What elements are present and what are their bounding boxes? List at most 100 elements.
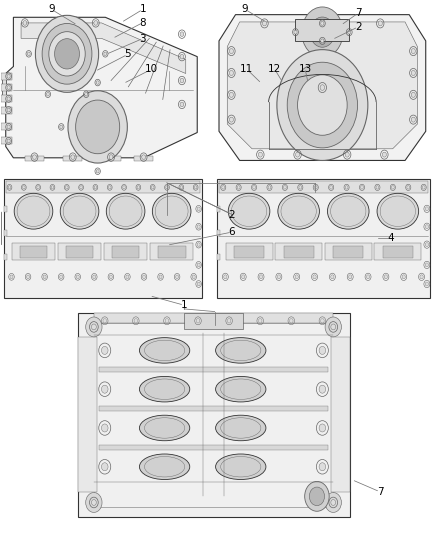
Ellipse shape	[215, 454, 266, 480]
Bar	[1, 107, 12, 114]
Bar	[1, 95, 12, 102]
Bar	[78, 337, 97, 492]
Circle shape	[197, 207, 200, 211]
Circle shape	[159, 275, 162, 279]
Circle shape	[325, 492, 341, 512]
Ellipse shape	[278, 193, 319, 229]
Circle shape	[104, 52, 107, 55]
Circle shape	[51, 186, 54, 189]
Circle shape	[367, 275, 370, 279]
Circle shape	[60, 275, 63, 279]
Circle shape	[253, 185, 255, 189]
Circle shape	[92, 324, 96, 330]
Circle shape	[86, 317, 102, 337]
Circle shape	[345, 185, 348, 189]
Bar	[226, 244, 272, 260]
Bar	[99, 445, 328, 450]
Bar	[4, 206, 7, 212]
Circle shape	[7, 139, 10, 143]
Circle shape	[259, 275, 263, 279]
Circle shape	[43, 275, 46, 279]
Circle shape	[407, 185, 410, 189]
Text: 6: 6	[229, 227, 235, 237]
Circle shape	[7, 125, 10, 129]
Circle shape	[7, 97, 10, 101]
Text: 1: 1	[140, 4, 146, 14]
Circle shape	[76, 275, 79, 279]
Bar	[331, 337, 350, 492]
Ellipse shape	[139, 376, 190, 402]
Circle shape	[296, 152, 300, 157]
Circle shape	[411, 117, 415, 122]
Circle shape	[331, 499, 336, 505]
Circle shape	[294, 30, 297, 34]
Circle shape	[320, 85, 325, 90]
Circle shape	[142, 155, 145, 159]
Bar	[66, 246, 93, 258]
Bar	[150, 244, 194, 260]
Text: 9: 9	[48, 4, 55, 14]
Ellipse shape	[328, 193, 369, 229]
Bar	[20, 246, 47, 258]
Circle shape	[22, 186, 25, 189]
Circle shape	[310, 17, 335, 47]
Bar	[12, 244, 55, 260]
Bar	[134, 156, 153, 160]
Circle shape	[331, 324, 336, 330]
Circle shape	[49, 31, 85, 76]
Text: 8: 8	[140, 18, 146, 28]
Circle shape	[384, 275, 388, 279]
Ellipse shape	[215, 415, 266, 441]
Bar	[217, 254, 220, 260]
Polygon shape	[219, 14, 426, 160]
Bar	[4, 254, 7, 260]
Circle shape	[309, 487, 325, 506]
Circle shape	[102, 346, 108, 354]
Text: 4: 4	[388, 233, 394, 244]
Circle shape	[321, 319, 324, 323]
Circle shape	[348, 30, 351, 34]
Circle shape	[230, 92, 233, 98]
Circle shape	[8, 186, 11, 189]
Bar	[374, 244, 421, 260]
Circle shape	[420, 275, 423, 279]
Circle shape	[302, 7, 343, 58]
Circle shape	[180, 32, 184, 36]
Bar	[58, 244, 101, 260]
Circle shape	[411, 92, 415, 98]
Bar	[296, 19, 349, 41]
Circle shape	[197, 263, 200, 267]
Bar	[333, 246, 363, 258]
Circle shape	[37, 186, 39, 189]
Ellipse shape	[139, 415, 190, 441]
Circle shape	[425, 263, 428, 267]
Circle shape	[194, 186, 197, 189]
Circle shape	[295, 275, 298, 279]
Circle shape	[68, 91, 127, 163]
Circle shape	[197, 282, 200, 286]
Circle shape	[96, 81, 99, 84]
Circle shape	[376, 185, 379, 189]
Text: 7: 7	[355, 8, 362, 18]
Circle shape	[152, 186, 154, 189]
Circle shape	[123, 186, 125, 189]
Circle shape	[230, 117, 233, 122]
Circle shape	[290, 319, 293, 323]
Circle shape	[392, 185, 394, 189]
Bar	[275, 244, 322, 260]
Circle shape	[65, 186, 68, 189]
Circle shape	[32, 155, 36, 159]
Polygon shape	[6, 17, 197, 158]
Bar	[99, 367, 328, 373]
Circle shape	[237, 185, 240, 189]
Circle shape	[287, 62, 357, 148]
Text: 10: 10	[145, 64, 158, 74]
Bar	[284, 246, 314, 258]
Bar	[1, 138, 12, 144]
Ellipse shape	[60, 193, 99, 229]
Circle shape	[137, 186, 140, 189]
Ellipse shape	[139, 454, 190, 480]
Circle shape	[378, 21, 382, 26]
Polygon shape	[227, 22, 417, 149]
Circle shape	[180, 186, 183, 189]
